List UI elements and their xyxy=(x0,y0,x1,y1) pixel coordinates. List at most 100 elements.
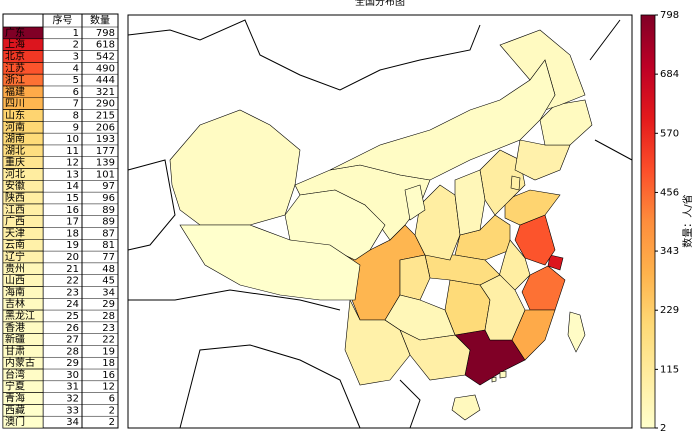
count: 16 xyxy=(102,370,115,381)
province xyxy=(491,376,497,383)
province-name: 北京 xyxy=(5,49,25,62)
province xyxy=(344,298,411,386)
province-name: 贵州 xyxy=(5,262,25,275)
colorbar-tick-label: 798 xyxy=(660,10,679,21)
rank: 24 xyxy=(66,299,79,310)
province xyxy=(414,184,461,261)
province-name: 浙江 xyxy=(5,74,25,86)
count: 77 xyxy=(102,252,115,263)
province xyxy=(169,109,301,226)
count: 101 xyxy=(96,169,115,180)
count: 23 xyxy=(102,323,115,334)
rank: 22 xyxy=(66,276,79,287)
rank: 18 xyxy=(66,228,79,239)
province-name: 天津 xyxy=(5,227,25,239)
count: 87 xyxy=(102,228,115,239)
province xyxy=(451,394,481,421)
rank: 4 xyxy=(73,63,79,74)
province-name: 福建 xyxy=(5,85,25,98)
count: 490 xyxy=(96,63,115,74)
count: 22 xyxy=(102,335,115,346)
count: 29 xyxy=(102,299,115,310)
colorbar-tick-label: 456 xyxy=(660,187,679,198)
province-name: 上海 xyxy=(5,38,25,51)
rank: 5 xyxy=(73,75,79,86)
rank: 31 xyxy=(66,382,79,393)
province xyxy=(179,224,361,301)
province xyxy=(479,274,526,341)
map-frame xyxy=(127,14,633,429)
rank: 29 xyxy=(66,358,79,369)
count: 2 xyxy=(109,405,115,416)
count: 2 xyxy=(109,417,115,428)
province xyxy=(399,254,431,301)
province-name: 内蒙古 xyxy=(5,356,35,369)
province xyxy=(510,175,521,191)
rank: 15 xyxy=(66,193,79,204)
count: 206 xyxy=(96,122,115,133)
province-name: 新疆 xyxy=(5,333,25,346)
province-name: 江西 xyxy=(5,204,25,216)
rank: 17 xyxy=(66,217,79,228)
colorbar-label: 数量：人/省 xyxy=(681,194,694,247)
rank: 19 xyxy=(66,240,79,251)
count: 444 xyxy=(96,75,115,86)
table-header: 序号 xyxy=(53,14,73,27)
count: 89 xyxy=(102,205,115,216)
province-name: 黑龙江 xyxy=(5,309,35,322)
rank: 28 xyxy=(66,346,79,357)
rank: 33 xyxy=(66,405,79,416)
province-name: 湖南 xyxy=(5,132,25,145)
rank: 3 xyxy=(73,51,79,62)
rank: 13 xyxy=(66,169,79,180)
count: 177 xyxy=(96,146,115,157)
rank: 25 xyxy=(66,311,79,322)
rank: 23 xyxy=(66,287,79,298)
province-name: 湖北 xyxy=(5,145,25,157)
count: 19 xyxy=(102,346,115,357)
province-name: 四川 xyxy=(5,99,25,110)
province xyxy=(329,59,556,181)
province-name: 陕西 xyxy=(5,191,25,204)
rank: 12 xyxy=(66,158,79,169)
count: 542 xyxy=(96,51,115,62)
count: 34 xyxy=(102,287,115,298)
province-name: 辽宁 xyxy=(5,250,25,263)
count: 215 xyxy=(96,110,115,121)
count: 81 xyxy=(102,240,115,251)
count: 798 xyxy=(96,28,115,39)
rank: 27 xyxy=(66,335,79,346)
province-name: 宁夏 xyxy=(5,380,25,393)
province-name: 澳门 xyxy=(5,415,25,428)
rank: 20 xyxy=(66,252,79,263)
colorbar-tick-label: 229 xyxy=(660,305,679,316)
map-title: 全国分布图 xyxy=(355,0,405,8)
count: 96 xyxy=(102,193,115,204)
province-name: 山西 xyxy=(5,275,25,287)
count: 28 xyxy=(102,311,115,322)
count: 139 xyxy=(96,158,115,169)
province-name: 甘肃 xyxy=(5,344,25,357)
neighbor-borders xyxy=(127,19,633,429)
colorbar xyxy=(640,14,656,429)
rank: 34 xyxy=(66,417,79,428)
province-name: 云南 xyxy=(5,238,25,251)
province-name: 河南 xyxy=(5,120,25,133)
rank: 30 xyxy=(66,370,79,381)
province xyxy=(499,370,507,379)
count: 321 xyxy=(96,87,115,98)
count: 45 xyxy=(102,276,115,287)
province-name: 河北 xyxy=(5,168,25,180)
rank: 26 xyxy=(66,323,79,334)
rank: 6 xyxy=(73,87,79,98)
count: 97 xyxy=(102,181,115,192)
rank: 8 xyxy=(73,110,79,121)
count: 6 xyxy=(109,394,115,405)
count: 48 xyxy=(102,264,115,275)
province-name: 香港 xyxy=(5,322,25,334)
province xyxy=(504,189,561,226)
count: 89 xyxy=(102,217,115,228)
province-name: 青海 xyxy=(5,392,25,405)
rank: 16 xyxy=(66,205,79,216)
province xyxy=(454,169,486,236)
